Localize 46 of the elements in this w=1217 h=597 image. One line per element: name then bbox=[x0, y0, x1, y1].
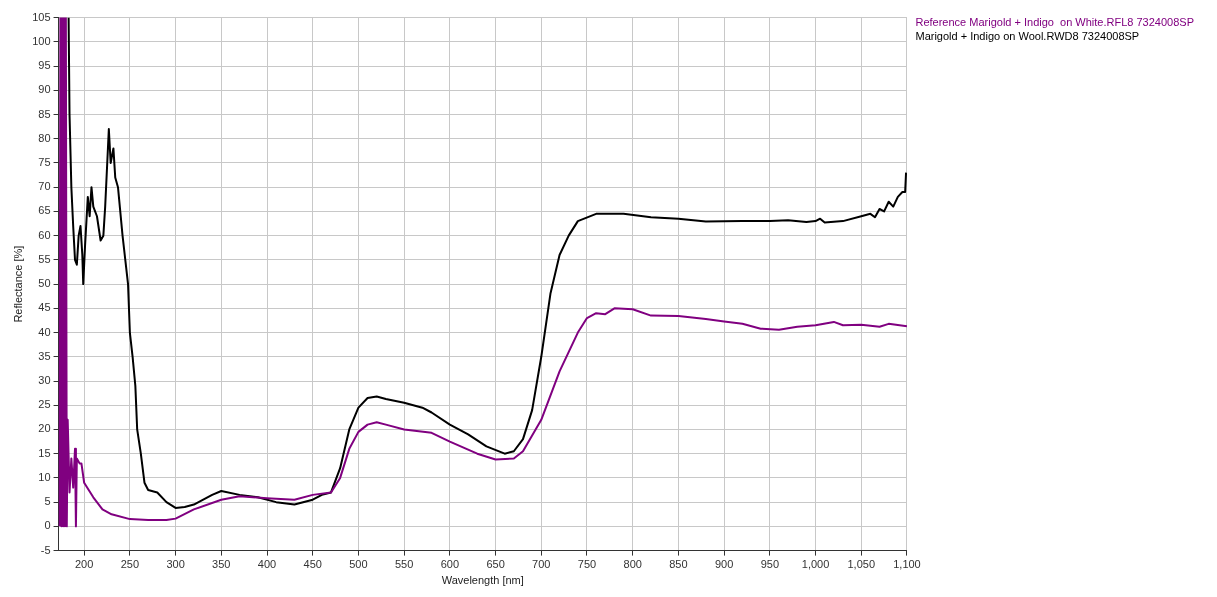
x-tick-label: 350 bbox=[212, 558, 231, 571]
y-tick-label: 95 bbox=[38, 59, 51, 72]
y-tick-label: 60 bbox=[38, 228, 51, 241]
y-tick-label: 5 bbox=[44, 495, 51, 508]
x-tick-label: 950 bbox=[760, 558, 780, 571]
y-tick-label: 80 bbox=[38, 131, 51, 144]
x-tick-label: 450 bbox=[303, 558, 322, 571]
y-axis-title: Reflectance [%] bbox=[11, 245, 24, 323]
x-tick-label: 800 bbox=[623, 558, 642, 571]
x-tick-label: 650 bbox=[486, 558, 505, 571]
y-tick-label: 90 bbox=[38, 83, 51, 96]
y-tick-label: 55 bbox=[38, 252, 51, 265]
x-tick-label: 200 bbox=[74, 558, 94, 571]
x-tick-label: 300 bbox=[166, 558, 185, 571]
y-tick-label: 0 bbox=[44, 519, 51, 532]
y-tick-label: 40 bbox=[38, 325, 51, 338]
x-tick-label: 900 bbox=[714, 558, 734, 571]
y-tick-label: 65 bbox=[38, 204, 51, 217]
x-tick-label: 250 bbox=[120, 558, 140, 571]
x-tick-label: 1,100 bbox=[893, 558, 921, 571]
y-tick-label: 45 bbox=[38, 301, 51, 314]
y-tick-label: 85 bbox=[38, 107, 51, 120]
text: Marigold + Indigo on Wool.RWD8 7324008SP bbox=[915, 29, 1140, 42]
y-tick-label: 75 bbox=[38, 155, 51, 168]
y-tick-label: 20 bbox=[38, 422, 51, 435]
x-tick-label: 750 bbox=[577, 558, 597, 571]
y-tick-label: 50 bbox=[38, 277, 51, 290]
x-tick-label: 500 bbox=[349, 558, 368, 571]
y-tick-label: 30 bbox=[38, 374, 51, 387]
x-tick-label: 400 bbox=[257, 558, 277, 571]
y-tick-label: -5 bbox=[40, 543, 51, 556]
x-tick-label: 1,000 bbox=[801, 558, 830, 571]
x-tick-label: 850 bbox=[669, 558, 688, 571]
y-tick-label: 70 bbox=[38, 180, 51, 193]
y-tick-label: 35 bbox=[38, 349, 51, 362]
x-axis-title: Wavelength [nm] bbox=[441, 574, 524, 587]
y-tick-label: 10 bbox=[38, 470, 51, 483]
x-tick-label: 1,050 bbox=[847, 558, 876, 571]
x-tick-label: 700 bbox=[532, 558, 551, 571]
y-tick-label: 25 bbox=[38, 398, 51, 411]
text: Reference Marigold + Indigo on White.RFL8 7324008SP bbox=[915, 15, 1194, 28]
x-tick-label: 550 bbox=[394, 558, 414, 571]
y-tick-label: 105 bbox=[32, 10, 51, 23]
x-tick-label: 600 bbox=[440, 558, 460, 571]
y-tick-label: 15 bbox=[38, 446, 51, 459]
y-tick-label: 100 bbox=[32, 34, 51, 47]
